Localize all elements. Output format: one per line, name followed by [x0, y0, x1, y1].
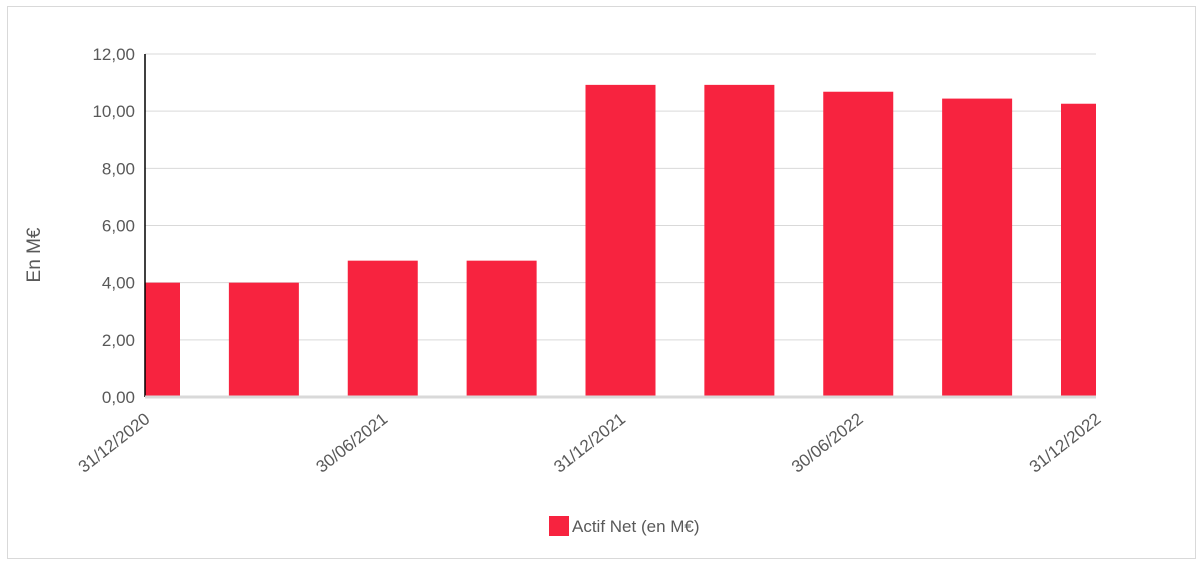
y-tick-label: 12,00 — [92, 45, 135, 64]
y-tick-label: 0,00 — [102, 388, 135, 407]
chart-frame — [7, 6, 1196, 559]
bar — [1061, 103, 1096, 398]
y-axis-title: En M€ — [24, 227, 45, 282]
x-tick-labels: 31/12/2020 30/06/2021 31/12/2021 30/06/2022… — [75, 409, 1105, 476]
bar — [823, 91, 894, 397]
y-tick-label: 4,00 — [102, 274, 135, 293]
bar — [145, 282, 180, 397]
y-tick-label: 10,00 — [92, 102, 135, 121]
bar — [585, 84, 656, 398]
y-tick-label: 8,00 — [102, 159, 135, 178]
axes — [144, 54, 1096, 399]
y-tick-label: 2,00 — [102, 331, 135, 350]
legend: Actif Net (en M€) — [549, 516, 700, 536]
y-tick-label: 6,00 — [102, 217, 135, 236]
y-tick-labels: 0,00 2,00 4,00 6,00 8,00 10,00 12,00 — [92, 45, 135, 407]
x-tick-label: 30/06/2021 — [312, 409, 391, 476]
x-tick-label: 30/06/2022 — [788, 409, 867, 476]
legend-swatch — [549, 516, 569, 536]
bar — [704, 84, 775, 398]
bar — [228, 282, 299, 397]
x-tick-label: 31/12/2022 — [1026, 409, 1105, 476]
bar — [466, 260, 537, 397]
x-tick-label: 31/12/2020 — [75, 409, 154, 476]
legend-label: Actif Net (en M€) — [572, 517, 700, 536]
x-tick-label: 31/12/2021 — [550, 409, 629, 476]
bars — [145, 84, 1096, 398]
bar — [942, 98, 1013, 397]
bar — [347, 260, 418, 397]
